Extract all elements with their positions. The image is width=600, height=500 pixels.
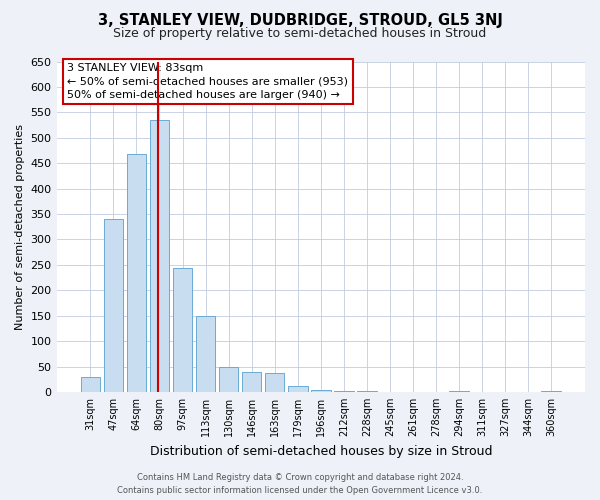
Bar <box>541 391 561 392</box>
Bar <box>219 366 238 392</box>
Text: Size of property relative to semi-detached houses in Stroud: Size of property relative to semi-detach… <box>113 28 487 40</box>
X-axis label: Distribution of semi-detached houses by size in Stroud: Distribution of semi-detached houses by … <box>149 444 492 458</box>
Bar <box>104 219 123 392</box>
Bar <box>311 390 331 392</box>
Text: 3 STANLEY VIEW: 83sqm
← 50% of semi-detached houses are smaller (953)
50% of sem: 3 STANLEY VIEW: 83sqm ← 50% of semi-deta… <box>67 63 348 100</box>
Bar <box>265 373 284 392</box>
Bar <box>196 316 215 392</box>
Bar <box>149 120 169 392</box>
Text: Contains HM Land Registry data © Crown copyright and database right 2024.
Contai: Contains HM Land Registry data © Crown c… <box>118 473 482 495</box>
Text: 3, STANLEY VIEW, DUDBRIDGE, STROUD, GL5 3NJ: 3, STANLEY VIEW, DUDBRIDGE, STROUD, GL5 … <box>98 12 502 28</box>
Bar <box>80 376 100 392</box>
Bar <box>173 268 193 392</box>
Y-axis label: Number of semi-detached properties: Number of semi-detached properties <box>15 124 25 330</box>
Bar <box>127 154 146 392</box>
Bar <box>334 391 353 392</box>
Bar <box>449 391 469 392</box>
Bar <box>288 386 308 392</box>
Bar <box>242 372 262 392</box>
